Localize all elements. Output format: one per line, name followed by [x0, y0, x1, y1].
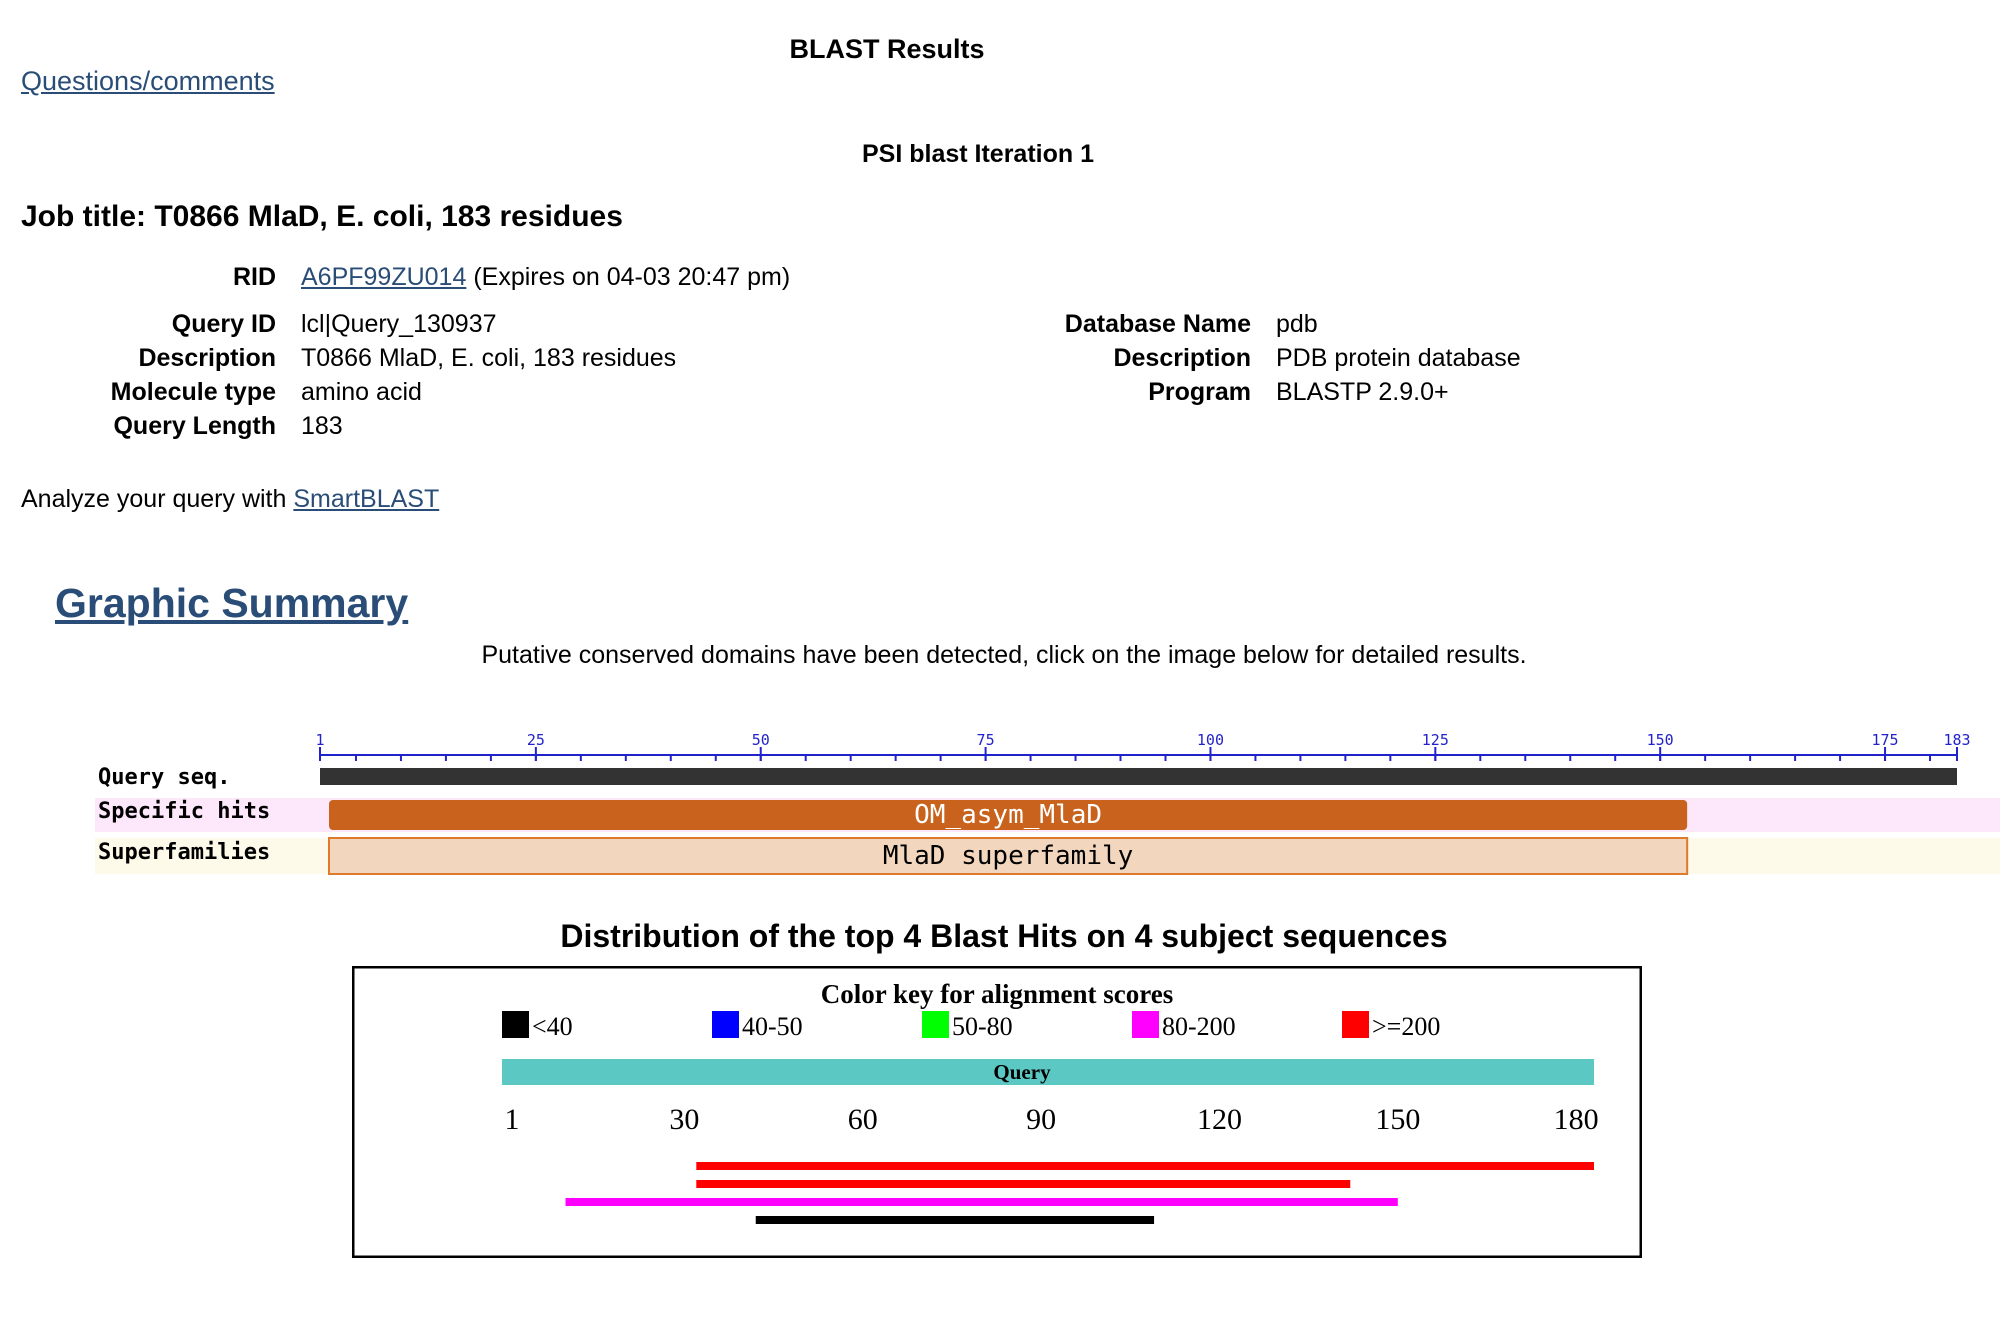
cdd-tick-label: 100	[1197, 731, 1224, 749]
distribution-tick-label: 1	[505, 1103, 520, 1136]
database-name-value: pdb	[1276, 310, 1318, 338]
iteration-title: PSI blast Iteration 1	[861, 140, 1094, 168]
color-key-label: >=200	[1372, 1012, 1440, 1041]
cdd-note: Putative conserved domains have been det…	[481, 641, 1527, 669]
superfamily-bar[interactable]	[327, 837, 1689, 875]
query-id-label: Query ID	[171, 310, 276, 338]
rid-link[interactable]: A6PF99ZU014	[301, 263, 467, 291]
distribution-ticks: 1 30 60 90 120 150 180	[505, 1085, 1599, 1136]
color-key-label: 80-200	[1162, 1012, 1236, 1041]
rid-expires: (Expires on 04-03 20:47 pm)	[473, 263, 791, 291]
color-key-swatch	[1132, 1011, 1159, 1038]
distribution-title: Distribution of the top 4 Blast Hits on …	[560, 918, 1448, 954]
specific-hit-name: OM_asym_MlaD	[914, 800, 1102, 830]
cdd-query-bar	[320, 768, 1957, 785]
rid-label: RID	[232, 263, 276, 291]
color-key-title: Color key for alignment scores	[821, 979, 1173, 1009]
blast-hit-bar[interactable]	[565, 1198, 1398, 1206]
query-description-value: T0866 MlaD, E. coli, 183 residues	[301, 344, 677, 372]
color-key: <40 40-50 50-80 80-200 >=200	[502, 1011, 1440, 1041]
molecule-type-label: Molecule type	[110, 378, 276, 406]
job-title-label: Job title:	[21, 200, 146, 233]
job-title: Job title: T0866 MlaD, E. coli, 183 resi…	[21, 200, 623, 234]
cdd-tick-label: 1	[315, 731, 324, 749]
program-value: BLASTP 2.9.0+	[1276, 378, 1449, 406]
smartblast-link[interactable]: SmartBLAST	[293, 485, 440, 513]
cdd-tick-label: 175	[1871, 731, 1898, 749]
database-description-value: PDB protein database	[1276, 344, 1521, 372]
analyze-text: Analyze your query with	[21, 485, 287, 513]
distribution-query-bar	[502, 1059, 1594, 1085]
blast-hit-bar[interactable]	[755, 1216, 1155, 1224]
distribution-hits[interactable]	[565, 1162, 1594, 1224]
color-key-label: 50-80	[952, 1012, 1013, 1041]
color-key-swatch	[1342, 1011, 1369, 1038]
cdd-tick-label: 75	[977, 731, 995, 749]
distribution-query-label: Query	[993, 1060, 1051, 1084]
distribution-tick-label: 180	[1554, 1103, 1599, 1136]
conserved-domains-graphic[interactable]: Query seq. Specific hits Superfamilies 1…	[95, 730, 2000, 880]
page-title: BLAST Results	[789, 34, 985, 64]
specific-hits-label: Specific hits	[98, 799, 270, 824]
query-length-label: Query Length	[113, 412, 276, 440]
superfamilies-label: Superfamilies	[98, 840, 270, 865]
program-label: Program	[1148, 378, 1251, 406]
query-description-label: Description	[138, 344, 276, 372]
questions-comments-link[interactable]: Questions/comments	[21, 66, 275, 96]
color-key-label: <40	[532, 1012, 573, 1041]
analyze-line: Analyze your query with SmartBLAST	[21, 485, 439, 514]
cdd-tick-label: 125	[1422, 731, 1449, 749]
cdd-ticks: 1 25 50 75 100 125 150 175 183	[315, 731, 1971, 761]
color-key-swatch	[922, 1011, 949, 1038]
superfamily-name: MlaD superfamily	[883, 841, 1133, 871]
query-seq-label: Query seq.	[98, 765, 230, 790]
blast-hit-bar[interactable]	[696, 1162, 1594, 1170]
distribution-tick-label: 60	[848, 1103, 878, 1136]
distribution-tick-label: 30	[669, 1103, 699, 1136]
cdd-tick-label: 50	[752, 731, 770, 749]
specific-hit-bar[interactable]	[328, 800, 1688, 830]
cdd-tick-label: 25	[527, 731, 545, 749]
database-description-label: Description	[1113, 344, 1251, 372]
rid-value: A6PF99ZU014 (Expires on 04-03 20:47 pm)	[301, 263, 790, 292]
distribution-tick-label: 90	[1026, 1103, 1056, 1136]
graphic-summary-heading[interactable]: Graphic Summary	[55, 580, 409, 626]
database-name-label: Database Name	[1064, 310, 1251, 338]
query-id-value: lcl|Query_130937	[301, 310, 497, 338]
color-key-label: 40-50	[742, 1012, 803, 1041]
color-key-swatch	[712, 1011, 739, 1038]
blast-hit-bar[interactable]	[696, 1180, 1351, 1188]
distribution-tick-label: 150	[1375, 1103, 1420, 1136]
molecule-type-value: amino acid	[301, 378, 422, 406]
distribution-frame	[352, 966, 1642, 1258]
query-length-value: 183	[301, 412, 343, 440]
blast-hits-distribution[interactable]: Color key for alignment scores <40 40-50 5…	[352, 966, 1642, 1258]
cdd-tick-label: 183	[1943, 731, 1970, 749]
distribution-tick-label: 120	[1197, 1103, 1242, 1136]
job-title-value: T0866 MlaD, E. coli, 183 residues	[154, 200, 623, 233]
color-key-swatch	[502, 1011, 529, 1038]
cdd-tick-label: 150	[1647, 731, 1674, 749]
